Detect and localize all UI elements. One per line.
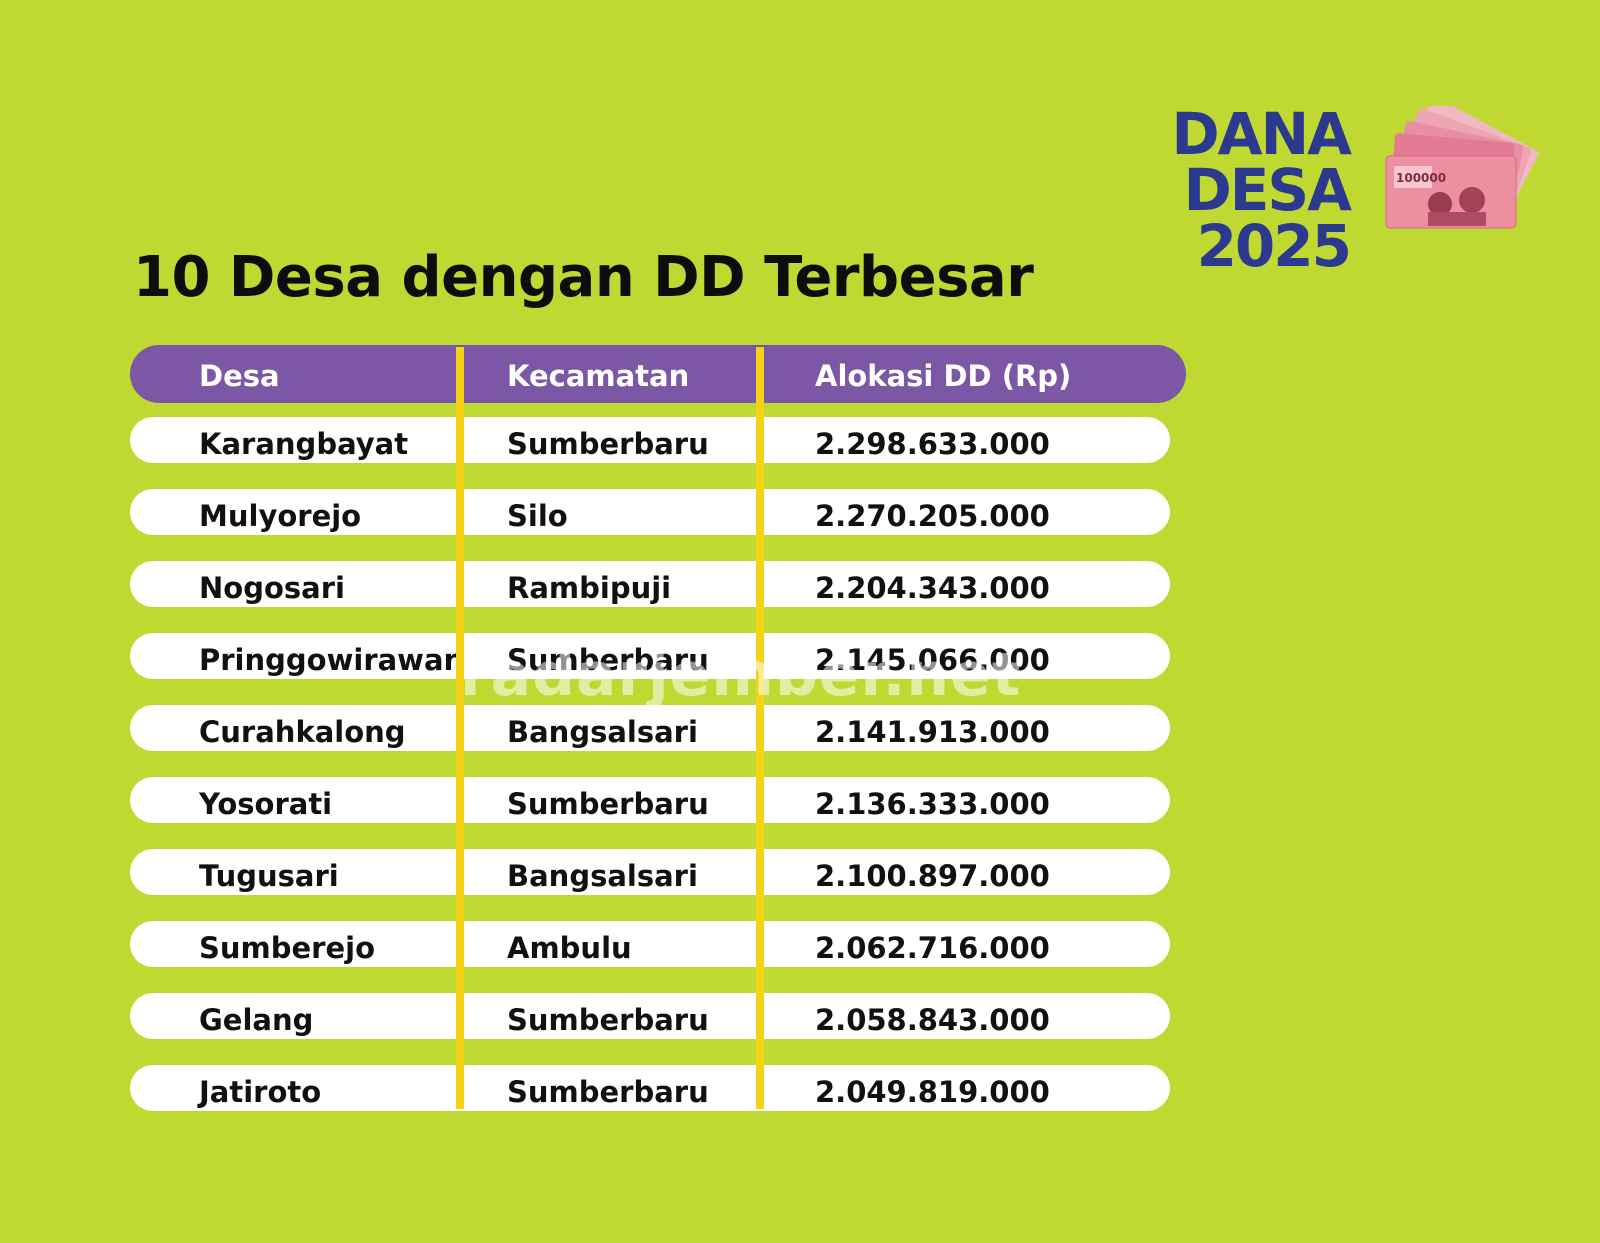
cell-desa: Yosorati: [199, 787, 333, 821]
cell-desa: Pringgowirawan: [199, 643, 465, 677]
cell-desa: Tugusari: [199, 859, 339, 893]
cell-alokasi: 2.058.843.000: [815, 1003, 1050, 1037]
table-row: Tugusari Bangsalsari 2.100.897.000: [130, 849, 1170, 895]
table-row: Sumberejo Ambulu 2.062.716.000: [130, 921, 1170, 967]
cell-alokasi: 2.204.343.000: [815, 571, 1050, 605]
cell-kecamatan: Bangsalsari: [507, 715, 698, 749]
cell-alokasi: 2.270.205.000: [815, 499, 1050, 533]
banknote-value: 100000: [1396, 171, 1446, 185]
header-desa: Desa: [199, 359, 280, 393]
cell-alokasi: 2.141.913.000: [815, 715, 1050, 749]
cell-alokasi: 2.145.066.000: [815, 643, 1050, 677]
logo-text: DANA DESA 2025: [1171, 100, 1352, 280]
cell-desa: Curahkalong: [199, 715, 406, 749]
table-row: Mulyorejo Silo 2.270.205.000: [130, 489, 1170, 535]
cell-kecamatan: Sumberbaru: [507, 1003, 709, 1037]
cell-alokasi: 2.049.819.000: [815, 1075, 1050, 1109]
cell-alokasi: 2.100.897.000: [815, 859, 1050, 893]
page-title: 10 Desa dengan DD Terbesar: [133, 245, 1034, 310]
cell-desa: Mulyorejo: [199, 499, 362, 533]
table-row: Karangbayat Sumberbaru 2.298.633.000: [130, 417, 1170, 463]
cell-kecamatan: Bangsalsari: [507, 859, 698, 893]
table-row: Yosorati Sumberbaru 2.136.333.000: [130, 777, 1170, 823]
cell-desa: Jatiroto: [199, 1075, 322, 1109]
logo-line-1: DANA: [1171, 100, 1352, 168]
logo-line-3: 2025: [1196, 212, 1352, 280]
table-row: Jatiroto Sumberbaru 2.049.819.000: [130, 1065, 1170, 1111]
table-row: Nogosari Rambipuji 2.204.343.000: [130, 561, 1170, 607]
column-divider: [456, 347, 464, 1109]
cell-kecamatan: Rambipuji: [507, 571, 672, 605]
column-divider: [756, 347, 764, 1109]
cell-alokasi: 2.136.333.000: [815, 787, 1050, 821]
table-row: Curahkalong Bangsalsari 2.141.913.000: [130, 705, 1170, 751]
cell-kecamatan: Sumberbaru: [507, 643, 709, 677]
cell-desa: Sumberejo: [199, 931, 376, 965]
table-header: Desa Kecamatan Alokasi DD (Rp): [130, 345, 1186, 403]
cell-desa: Gelang: [199, 1003, 314, 1037]
cell-desa: Karangbayat: [199, 427, 409, 461]
cell-alokasi: 2.298.633.000: [815, 427, 1050, 461]
table-row: Gelang Sumberbaru 2.058.843.000: [130, 993, 1170, 1039]
dana-desa-logo: DANA DESA 2025 100000: [1165, 100, 1565, 286]
cell-desa: Nogosari: [199, 571, 345, 605]
cell-kecamatan: Ambulu: [507, 931, 632, 965]
dd-table: Desa Kecamatan Alokasi DD (Rp) Karangbay…: [130, 345, 1190, 1115]
logo-line-2: DESA: [1183, 156, 1352, 224]
cell-kecamatan: Silo: [507, 499, 568, 533]
cell-alokasi: 2.062.716.000: [815, 931, 1050, 965]
header-alokasi: Alokasi DD (Rp): [815, 359, 1072, 393]
cell-kecamatan: Sumberbaru: [507, 1075, 709, 1109]
header-kecamatan: Kecamatan: [507, 359, 690, 393]
table-row: Pringgowirawan Sumberbaru 2.145.066.000: [130, 633, 1170, 679]
cell-kecamatan: Sumberbaru: [507, 787, 709, 821]
cell-kecamatan: Sumberbaru: [507, 427, 709, 461]
banknotes-fan-icon: 100000: [1385, 106, 1539, 229]
